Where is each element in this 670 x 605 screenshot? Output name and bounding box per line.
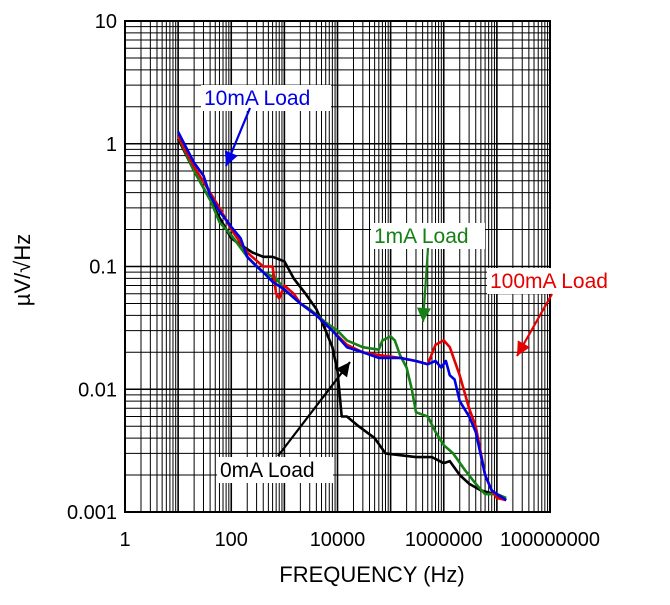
x-tick-label: 1 <box>119 529 130 551</box>
annotation-arrowhead <box>416 307 431 322</box>
annotation-arrowhead <box>335 362 350 378</box>
x-tick-label: 100000000 <box>500 529 600 551</box>
y-tick-label: 10 <box>95 11 117 33</box>
annotation-arrowhead <box>224 150 238 166</box>
annotation-background <box>371 223 485 249</box>
x-tick-label: 100 <box>215 529 248 551</box>
series-line-100ma-load <box>176 135 507 502</box>
x-tick-label: 10000 <box>310 529 366 551</box>
series-line-1ma-load <box>176 135 507 500</box>
y-tick-label: 0.1 <box>89 257 117 279</box>
annotation-label: 0mA Load <box>220 459 315 482</box>
plot-area-frame <box>124 20 551 513</box>
series-annotations: 10mA Load 1mA Load 100mA Load 0mA Load <box>201 85 627 483</box>
y-tick-label: 1 <box>106 134 117 156</box>
x-tick-label: 1000000 <box>405 529 483 551</box>
x-axis-title: FREQUENCY (Hz) <box>279 562 464 587</box>
y-axis-title: µV/√Hz <box>10 234 35 306</box>
annotation-0ma-load: 0mA Load <box>217 361 351 483</box>
y-tick-label: 0.001 <box>67 502 117 524</box>
annotation-background <box>201 85 331 111</box>
annotation-arrow-line <box>277 361 351 457</box>
annotation-label: 1mA Load <box>374 225 469 248</box>
grid-lines <box>125 21 550 512</box>
annotation-label: 10mA Load <box>204 87 310 110</box>
annotation-background <box>217 457 333 483</box>
annotation-background <box>487 268 627 294</box>
y-axis-tick-labels: 10 1 0.1 0.01 0.001 <box>67 11 117 524</box>
annotation-1ma-load: 1mA Load <box>371 223 485 323</box>
annotation-100ma-load: 100mA Load <box>487 268 627 357</box>
x-axis-tick-labels: 1 100 10000 1000000 100000000 <box>119 529 600 551</box>
annotation-label: 100mA Load <box>490 270 608 293</box>
series-lines <box>176 131 507 502</box>
series-line-10ma-load <box>176 131 507 502</box>
annotation-arrowhead <box>517 340 530 356</box>
y-tick-label: 0.01 <box>78 379 117 401</box>
annotation-10ma-load: 10mA Load <box>201 85 331 167</box>
